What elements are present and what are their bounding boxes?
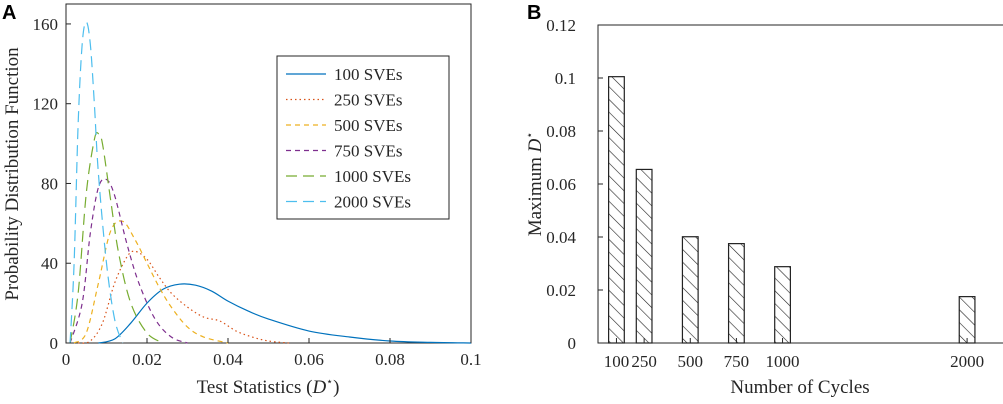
panel-b-y-tick-label: 0.04 bbox=[546, 228, 576, 247]
panel-b-y-tick-label: 0 bbox=[568, 334, 577, 353]
panel-a-x-tick-label: 0.02 bbox=[132, 350, 162, 369]
panel-a-y-ticks: 0 40 80 120 160 bbox=[33, 15, 71, 353]
panel-b-x-tick-label: 100 bbox=[604, 352, 630, 371]
panel-b-y-tick-label: 0.02 bbox=[546, 281, 576, 300]
panel-b-y-tick-label: 0.1 bbox=[555, 69, 576, 88]
legend-label-100-sves: 100 SVEs bbox=[334, 65, 402, 84]
panel-a-x-tick-label: 0 bbox=[62, 350, 71, 369]
bar-500 bbox=[681, 236, 699, 344]
panel-b-bars bbox=[608, 76, 976, 344]
legend-label-2000-sves: 2000 SVEs bbox=[334, 193, 411, 212]
panel-a-x-tick-label: 0.06 bbox=[294, 350, 324, 369]
bar-1000 bbox=[774, 266, 791, 344]
panel-a-y-tick-label: 120 bbox=[33, 95, 59, 114]
panel-a-x-ticks: 0 0.02 0.04 0.06 0.08 0.1 bbox=[62, 338, 482, 369]
panel-a-x-tick-label: 0.1 bbox=[460, 350, 481, 369]
panel-a-legend: 100 SVEs 250 SVEs 500 SVEs 750 SVEs 1000 SVE… bbox=[276, 55, 450, 220]
panel-a-legend-box bbox=[276, 55, 450, 220]
panel-a-curves bbox=[69, 21, 472, 344]
panel-a: A 0 0.02 0.04 0.06 0.08 0.1 0 40 80 120 160 Test … bbox=[2, 2, 482, 398]
panel-b-x-tick-label: 2000 bbox=[950, 352, 984, 371]
panel-a-x-label-suffix: ) bbox=[333, 377, 339, 398]
legend-label-750-sves: 750 SVEs bbox=[334, 142, 402, 161]
panel-b-y-label-prefix: Maximum bbox=[525, 152, 546, 236]
series-line-100-sves bbox=[98, 283, 472, 344]
panel-a-y-tick-label: 0 bbox=[50, 334, 59, 353]
series-line-1000-sves bbox=[69, 131, 164, 344]
panel-a-y-tick-label: 40 bbox=[41, 254, 58, 273]
panel-a-x-tick-label: 0.08 bbox=[375, 350, 405, 369]
legend-label-500-sves: 500 SVEs bbox=[334, 116, 402, 135]
panel-a-y-tick-label: 80 bbox=[41, 174, 58, 193]
panel-a-x-label-star: ⋆ bbox=[326, 376, 333, 388]
panel-a-x-tick-label: 0.04 bbox=[213, 350, 243, 369]
bar-2000 bbox=[958, 296, 976, 344]
panel-a-letter: A bbox=[2, 2, 16, 24]
legend-label-1000-sves: 1000 SVEs bbox=[334, 167, 411, 186]
panel-a-plot-frame bbox=[65, 3, 472, 344]
bar-750 bbox=[727, 243, 745, 344]
series-line-500-sves bbox=[73, 220, 229, 344]
legend-label-250-sves: 250 SVEs bbox=[334, 91, 402, 110]
series-line-750-sves bbox=[69, 178, 188, 344]
panel-b-y-tick-label: 0.08 bbox=[546, 122, 576, 141]
series-line-2000-sves bbox=[69, 21, 124, 344]
panel-b-letter: B bbox=[527, 2, 541, 24]
panel-a-y-tick-label: 160 bbox=[33, 15, 59, 34]
panel-b-x-tick-label: 500 bbox=[678, 352, 704, 371]
panel-b-x-axis-label: Number of Cycles bbox=[730, 377, 869, 398]
panel-b-y-tick-label: 0.12 bbox=[546, 16, 576, 35]
panel-b-x-tick-label: 250 bbox=[631, 352, 657, 371]
panel-a-x-axis-label: Test Statistics (D⋆) bbox=[197, 376, 340, 398]
panel-b-y-label-star: ⋆ bbox=[524, 132, 536, 139]
panel-b-y-label-symbol: D bbox=[525, 138, 546, 153]
panel-b-y-ticks: 0 0.02 0.04 0.06 0.08 0.1 0.12 bbox=[546, 16, 603, 353]
panel-b-y-axis-label: Maximum D⋆ bbox=[524, 132, 546, 237]
panel-a-x-label-prefix: Test Statistics ( bbox=[197, 377, 313, 398]
panel-b: B 100 250 500 750 1000 2000 0 0.02 0.04 0.06 0.08… bbox=[524, 2, 1003, 398]
bar-100 bbox=[608, 76, 625, 344]
panel-a-legend-entries: 100 SVEs 250 SVEs 500 SVEs 750 SVEs 1000 SVE… bbox=[286, 65, 411, 212]
panel-b-x-ticks: 100 250 500 750 1000 2000 bbox=[604, 338, 984, 371]
panel-a-x-label-symbol: D bbox=[311, 377, 326, 398]
bar-250 bbox=[635, 168, 653, 344]
panel-b-x-tick-label: 1000 bbox=[766, 352, 800, 371]
series-line-250-sves bbox=[78, 250, 289, 344]
panel-a-y-axis-label: Probability Distribution Function bbox=[2, 47, 23, 301]
panel-b-x-tick-label: 750 bbox=[724, 352, 750, 371]
panel-b-y-tick-label: 0.06 bbox=[546, 175, 576, 194]
panel-b-plot-frame bbox=[597, 24, 1003, 344]
